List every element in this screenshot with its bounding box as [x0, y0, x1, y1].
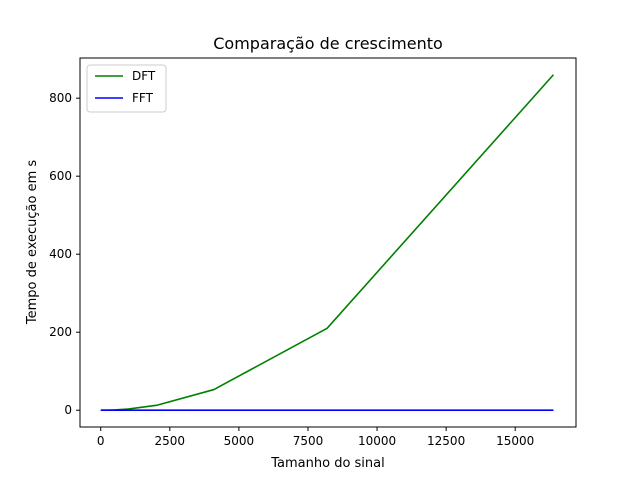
x-axis-label: Tamanho do sinal [270, 456, 385, 471]
chart-title: Comparação de crescimento [213, 34, 443, 53]
x-tick-label: 15000 [496, 434, 534, 448]
legend: DFT FFT [87, 65, 166, 112]
x-tick-label: 2500 [155, 434, 186, 448]
x-tick-label: 5000 [224, 434, 255, 448]
y-tick-label: 600 [49, 169, 72, 183]
y-tick-label: 0 [64, 403, 72, 417]
x-tick-label: 12500 [427, 434, 465, 448]
y-tick-label: 800 [49, 91, 72, 105]
y-tick-label: 400 [49, 247, 72, 261]
x-tick-label: 7500 [293, 434, 324, 448]
x-tick-label: 0 [97, 434, 105, 448]
y-tick-label: 200 [49, 325, 72, 339]
y-axis-label: Tempo de execução em s [25, 160, 40, 326]
legend-label-fft: FFT [132, 91, 154, 105]
x-tick-label: 10000 [358, 434, 396, 448]
legend-label-dft: DFT [132, 69, 156, 83]
